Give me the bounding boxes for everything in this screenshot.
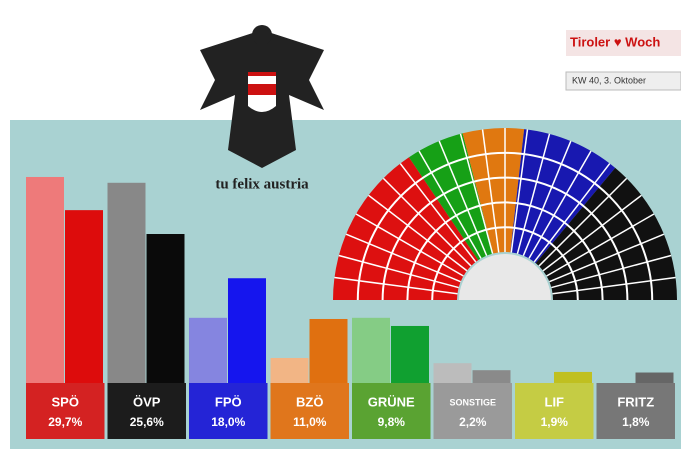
label-box	[189, 383, 268, 439]
value-label: 11,0%	[293, 415, 327, 429]
party-name: GRÜNE	[368, 394, 415, 409]
bar	[636, 373, 674, 383]
party-name: BZÖ	[296, 394, 323, 409]
party-name: SONSTIGE	[449, 397, 496, 407]
newspaper: Tiroler ♥ Woch	[570, 34, 660, 49]
label-box	[597, 383, 676, 439]
label-box	[271, 383, 350, 439]
value-label: 25,6%	[130, 415, 164, 429]
bar	[352, 318, 390, 383]
label-box	[515, 383, 594, 439]
bar	[65, 210, 103, 383]
bar	[147, 234, 185, 383]
bar	[108, 183, 146, 383]
label-box	[352, 383, 431, 439]
party-name: LIF	[545, 394, 565, 409]
bar	[434, 363, 472, 383]
label-box	[26, 383, 105, 439]
value-label: 18,0%	[211, 415, 245, 429]
value-label: 1,9%	[541, 415, 569, 429]
bar	[271, 358, 309, 383]
bar	[473, 370, 511, 383]
party-name: ÖVP	[133, 394, 161, 409]
label-box	[434, 383, 513, 439]
bar	[228, 278, 266, 383]
label-box	[108, 383, 187, 439]
value-label: 1,8%	[622, 415, 650, 429]
bar	[554, 372, 592, 383]
motto: tu felix austria	[215, 176, 309, 192]
bar	[189, 318, 227, 383]
value-label: 29,7%	[48, 415, 82, 429]
party-name: SPÖ	[52, 394, 79, 409]
issue: KW 40, 3. Oktober	[572, 75, 646, 85]
value-label: 2,2%	[459, 415, 487, 429]
bar	[310, 319, 348, 383]
infographic: Tiroler ♥ Woch KW 40, 3. Oktober tu feli…	[0, 0, 681, 449]
party-name: FRITZ	[617, 394, 654, 409]
bar	[26, 177, 64, 383]
party-name: FPÖ	[215, 394, 242, 409]
value-label: 9,8%	[378, 415, 406, 429]
bar	[391, 326, 429, 383]
